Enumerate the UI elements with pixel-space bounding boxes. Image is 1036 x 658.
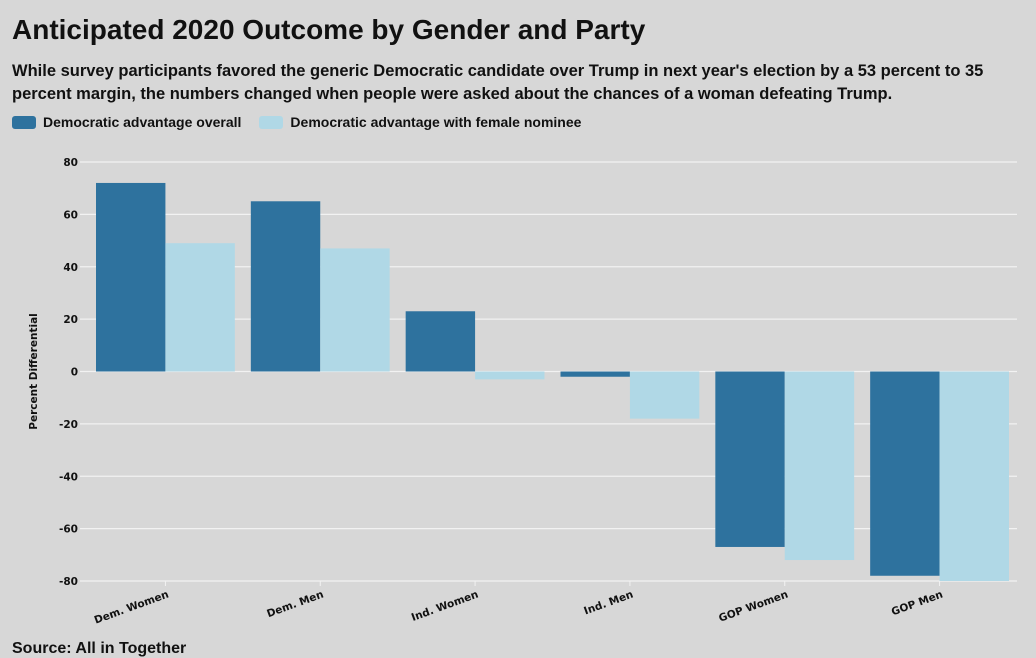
x-tick-label: GOP Women	[717, 589, 790, 625]
bar-female-nominee	[475, 371, 545, 380]
bar-overall	[560, 371, 630, 377]
bar-female-nominee	[784, 371, 855, 561]
chart-title: Anticipated 2020 Outcome by Gender and P…	[12, 14, 646, 45]
legend: Democratic advantage overall Democratic …	[12, 114, 1027, 130]
legend-label-overall: Democratic advantage overall	[43, 114, 242, 130]
x-tick-label: Ind. Women	[410, 589, 480, 624]
legend-label-female-nominee: Democratic advantage with female nominee	[290, 114, 582, 130]
y-axis-label: Percent Differential	[28, 313, 40, 430]
legend-swatch-female-nominee	[259, 115, 284, 129]
y-tick-label: -20	[59, 419, 78, 431]
y-tick-label: 80	[63, 157, 78, 169]
bar-overall	[250, 201, 321, 372]
y-tick-label: 60	[63, 209, 78, 221]
legend-item-overall: Democratic advantage overall	[12, 114, 241, 130]
y-tick-label: -60	[59, 524, 78, 536]
x-tick-label: GOP Men	[890, 589, 945, 619]
bar-female-nominee	[320, 248, 390, 372]
y-tick-label: -40	[59, 471, 78, 483]
x-tick-label: Ind. Men	[582, 589, 635, 618]
y-tick-label: 40	[63, 262, 78, 274]
bar-overall	[96, 182, 166, 372]
legend-item-female-nominee: Democratic advantage with female nominee	[259, 114, 581, 130]
bar-female-nominee	[629, 371, 700, 419]
bar-overall	[870, 371, 940, 576]
bar-female-nominee	[165, 243, 235, 372]
bar-overall	[715, 371, 785, 547]
x-tick-label: Dem. Men	[265, 589, 325, 621]
y-tick-label: -80	[59, 576, 78, 588]
chart-subtitle: While survey participants favored the ge…	[12, 62, 984, 103]
bar-overall	[405, 311, 476, 372]
chart-header: Anticipated 2020 Outcome by Gender and P…	[12, 12, 1027, 130]
y-tick-label: 20	[63, 314, 78, 326]
x-tick-label: Dem. Women	[93, 589, 171, 627]
legend-swatch-overall	[12, 115, 36, 129]
y-tick-label: 0	[71, 367, 78, 379]
bar-female-nominee	[939, 371, 1009, 581]
